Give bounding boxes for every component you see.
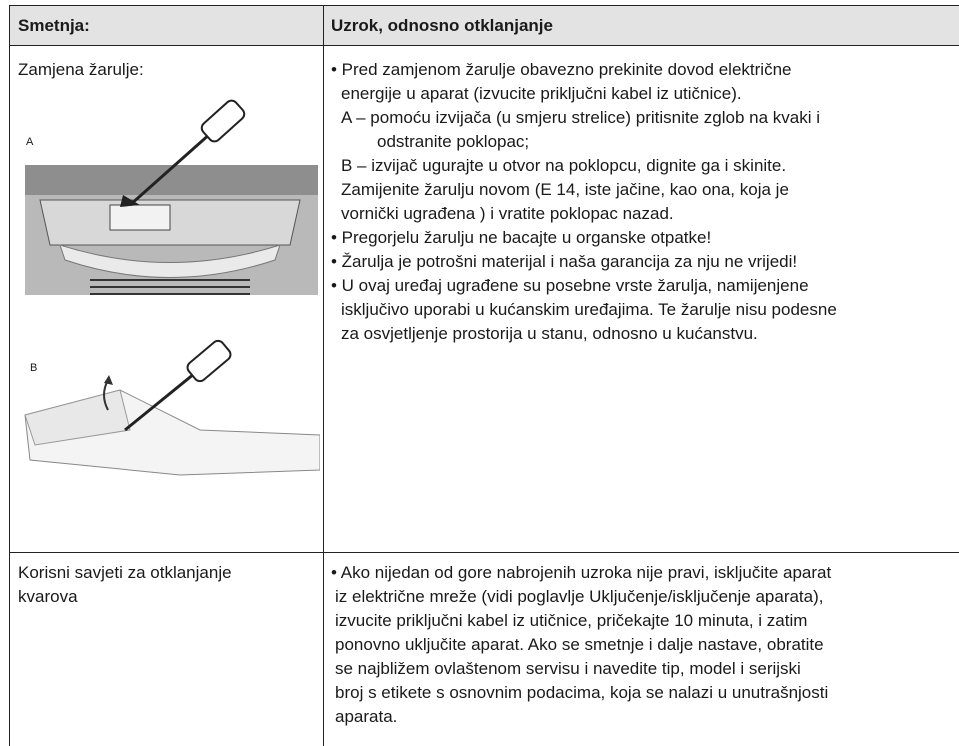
remedy-line: broj s etikete s osnovnim podacima, koja…	[335, 683, 829, 702]
figure-a	[25, 99, 318, 295]
remedy-line: isključivo uporabi u kućanskim uređajima…	[341, 300, 837, 319]
border-row	[9, 552, 959, 553]
border-top	[9, 5, 959, 6]
remedy-line: B – izvijač ugurajte u otvor na poklopcu…	[341, 156, 787, 175]
remedy-line: • U ovaj uređaj ugrađene su posebne vrst…	[331, 276, 809, 295]
header-cell: Uzrok, odnosno otklanjanje	[331, 16, 553, 35]
remedy-line: • Ako nijedan od gore nabrojenih uzroka …	[331, 563, 832, 582]
border-left	[9, 5, 10, 746]
remedy-line: se najbližem ovlaštenom servisu i navedi…	[335, 659, 801, 678]
problem-text: Korisni savjeti za otklanjanje	[18, 563, 232, 582]
problem-text: kvarova	[18, 587, 78, 606]
remedy-line: • Pregorjelu žarulju ne bacajte u organs…	[331, 228, 712, 247]
remedy-line: A – pomoću izvijača (u smjeru strelice) …	[341, 108, 821, 127]
remedy-line: izvucite priključni kabel iz utičnice, p…	[335, 611, 808, 630]
header-bg	[9, 5, 959, 45]
remedy-line: vornički ugrađena ) i vratite poklopac n…	[341, 204, 674, 223]
remedy-line: aparata.	[335, 707, 398, 726]
remedy-line: za osvjetljenje prostorija u stanu, odno…	[341, 324, 758, 343]
border-col	[323, 5, 324, 746]
problem-text: Zamjena žarulje:	[18, 60, 144, 79]
remedy-line: energije u aparat (izvucite priključni k…	[341, 84, 742, 103]
remedy-line: odstranite poklopac;	[377, 132, 530, 151]
border-header	[9, 45, 959, 46]
figure-label: A	[26, 136, 34, 148]
remedy-line: • Pred zamjenom žarulje obavezno prekini…	[331, 60, 792, 79]
figure-label: B	[30, 362, 38, 374]
figure-b	[24, 339, 320, 476]
remedy-line: ponovno uključite aparat. Ako se smetnje…	[335, 635, 824, 654]
remedy-line: iz električne mreže (vidi poglavlje Uklj…	[335, 587, 824, 606]
header-cell: Smetnja:	[18, 16, 90, 35]
remedy-line: Zamijenite žarulju novom (E 14, iste jač…	[341, 180, 789, 199]
remedy-line: • Žarulja je potrošni materijal i naša g…	[331, 252, 798, 271]
